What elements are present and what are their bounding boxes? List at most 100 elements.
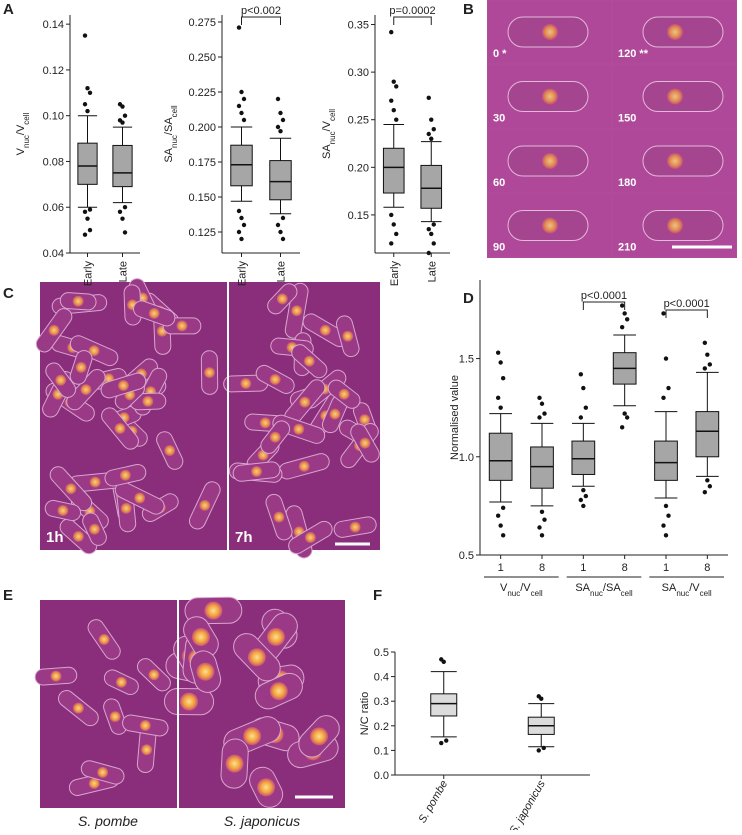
nucleus bbox=[273, 511, 285, 523]
timepoint-label: 150 bbox=[618, 113, 636, 125]
cell bbox=[156, 431, 184, 470]
outlier bbox=[536, 748, 541, 753]
outlier bbox=[619, 324, 625, 330]
outlier bbox=[391, 222, 396, 227]
nucleus bbox=[329, 408, 341, 420]
nucleus bbox=[89, 523, 101, 535]
box-plot bbox=[112, 102, 133, 235]
cell bbox=[57, 690, 99, 727]
outlier bbox=[498, 405, 503, 410]
cell bbox=[59, 292, 97, 311]
label-part: nuc bbox=[328, 131, 337, 144]
cell bbox=[101, 407, 139, 450]
outlier bbox=[394, 117, 399, 122]
y-tick-label: 1.5 bbox=[459, 354, 474, 366]
outlier bbox=[394, 84, 399, 89]
nucleus bbox=[298, 460, 310, 472]
box-plot bbox=[612, 303, 637, 430]
nucleus bbox=[266, 627, 285, 646]
y-tick-label: 0.250 bbox=[188, 52, 216, 64]
nucleus bbox=[72, 702, 84, 714]
outlier bbox=[666, 385, 671, 391]
nucleus bbox=[89, 476, 101, 488]
outlier bbox=[581, 487, 586, 493]
image-caption: S. pombe bbox=[78, 813, 138, 829]
outlier bbox=[241, 222, 247, 228]
outlier bbox=[441, 659, 446, 665]
outlier bbox=[241, 96, 247, 102]
panel-letter: B bbox=[463, 1, 474, 18]
outlier bbox=[278, 229, 283, 235]
time-label: 1h bbox=[46, 529, 64, 546]
nucleus bbox=[259, 417, 271, 429]
label-part: /V bbox=[689, 582, 700, 594]
outlier bbox=[537, 395, 542, 401]
nucleus bbox=[291, 305, 303, 317]
nucleus bbox=[57, 505, 69, 517]
timepoint-label: 90 bbox=[493, 242, 505, 254]
outlier bbox=[389, 29, 394, 35]
outlier bbox=[539, 401, 545, 406]
outlier bbox=[122, 113, 128, 118]
outlier bbox=[87, 90, 93, 96]
y-axis-label: N/C ratio bbox=[359, 692, 371, 735]
cell bbox=[284, 379, 326, 425]
label-part: nuc bbox=[22, 135, 31, 148]
outlier bbox=[707, 362, 713, 367]
nucleus bbox=[180, 692, 199, 711]
nucleus bbox=[299, 396, 311, 408]
nucleus bbox=[257, 778, 276, 797]
cell bbox=[327, 379, 361, 409]
y-tick-label: 0.12 bbox=[43, 65, 64, 77]
p-value: p<0.0001 bbox=[581, 290, 627, 302]
label-part: V bbox=[15, 147, 27, 155]
label-part: /V bbox=[15, 124, 27, 135]
outlier bbox=[85, 86, 90, 91]
significance-bracket bbox=[241, 16, 281, 25]
outlier bbox=[117, 209, 123, 215]
outlier bbox=[583, 493, 589, 499]
cell bbox=[114, 481, 165, 515]
nucleus bbox=[88, 345, 100, 357]
nucleus bbox=[117, 380, 129, 392]
y-tick-label: 0.2 bbox=[374, 721, 389, 733]
label-part: cell bbox=[531, 589, 543, 598]
outlier bbox=[702, 366, 708, 371]
cell bbox=[82, 512, 107, 546]
cell bbox=[69, 350, 93, 385]
y-tick-label: 0.4 bbox=[374, 672, 389, 684]
outlier bbox=[498, 360, 503, 365]
nucleus bbox=[243, 727, 262, 746]
nucleus bbox=[98, 633, 110, 645]
x-tick-label: Early bbox=[389, 261, 401, 287]
p-value: p<0.002 bbox=[241, 5, 281, 17]
outlier bbox=[391, 79, 396, 84]
outlier bbox=[619, 303, 625, 308]
nucleus bbox=[269, 682, 288, 701]
label-part: cell bbox=[328, 109, 337, 121]
box-plot bbox=[654, 311, 678, 538]
nucleus bbox=[134, 492, 146, 504]
nucleus bbox=[338, 388, 350, 400]
nucleus bbox=[247, 648, 266, 667]
outlier bbox=[82, 33, 88, 38]
cell bbox=[189, 650, 222, 693]
label-part: N/C ratio bbox=[359, 692, 371, 735]
label-part: nuc bbox=[507, 589, 520, 598]
nucleus bbox=[542, 88, 558, 105]
nucleus bbox=[276, 293, 288, 305]
outlier bbox=[85, 216, 90, 221]
outlier bbox=[707, 484, 713, 489]
p-value: p=0.0002 bbox=[389, 5, 435, 17]
nucleus bbox=[359, 437, 371, 449]
x-tick-label: 1 bbox=[663, 562, 669, 574]
nucleus bbox=[269, 431, 281, 443]
nucleus bbox=[72, 295, 84, 307]
nucleus bbox=[50, 670, 62, 682]
outlier bbox=[661, 523, 666, 528]
label-part: cell bbox=[621, 589, 633, 598]
outlier bbox=[619, 425, 625, 430]
nucleus bbox=[148, 669, 160, 681]
y-tick-label: 0.5 bbox=[459, 550, 474, 562]
box-plot bbox=[695, 340, 720, 495]
